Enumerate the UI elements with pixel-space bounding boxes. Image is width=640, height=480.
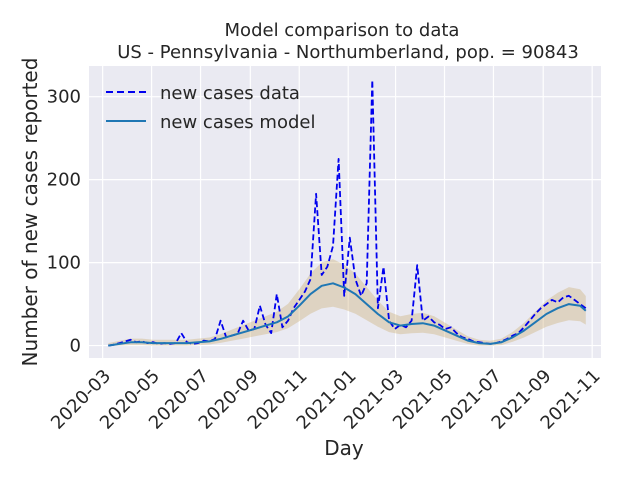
y-tick-label: 300 — [47, 87, 81, 108]
model-ensemble-band — [108, 259, 586, 346]
legend-label-model: new cases model — [160, 112, 315, 133]
series-layer — [108, 79, 587, 347]
legend: new cases data new cases model — [106, 83, 315, 133]
grid — [89, 66, 601, 358]
chart-title-line1: Model comparison to data — [225, 20, 460, 41]
y-axis-label: Number of new cases reported — [18, 58, 42, 367]
y-tick-label: 200 — [47, 170, 81, 191]
y-ticks: 0 100 200 300 — [47, 87, 81, 357]
chart-title-line2: US - Pennsylvania - Northumberland, pop.… — [117, 42, 579, 63]
y-tick-label: 100 — [47, 253, 81, 274]
series-new-cases-model — [108, 282, 587, 347]
y-tick-label: 0 — [70, 336, 81, 357]
legend-label-data: new cases data — [160, 83, 300, 104]
plot-area — [89, 66, 601, 358]
x-axis-label: Day — [324, 436, 364, 460]
